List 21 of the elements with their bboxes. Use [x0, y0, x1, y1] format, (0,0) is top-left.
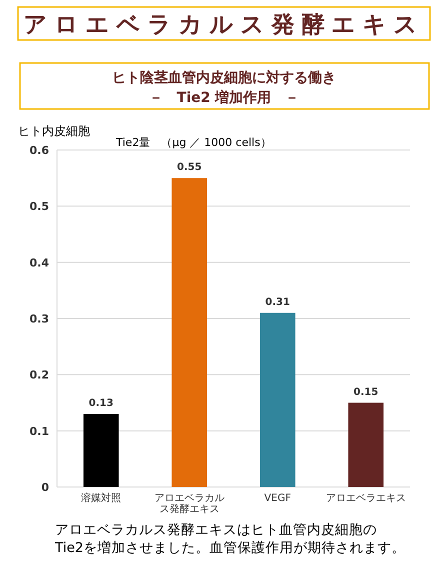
data-label: 0.55 [177, 162, 202, 174]
bar [172, 178, 208, 487]
y-tick-label: 0.2 [30, 368, 49, 382]
bar [348, 402, 384, 487]
y-tick-label: 0 [41, 481, 50, 494]
y-tick-label: 0.3 [30, 312, 49, 326]
y-tick-label: 0.4 [30, 256, 50, 270]
text: アロエベラカルス発酵エキスはヒト血管内皮細胞の Tie2を増加させました。血管保護作用が期待されます。 [54, 522, 406, 556]
bar [260, 312, 296, 487]
chart-subtitle: ヒト陰茎血管内皮細胞に対する働き－ Tie2 増加作用 － [112, 69, 336, 106]
data-label: 0.13 [88, 398, 114, 409]
y-tick-label: 0.1 [30, 424, 49, 438]
data-label: 0.31 [265, 296, 290, 308]
data-label: 0.15 [354, 386, 378, 398]
x-tick-label: アロエベラエキス [326, 493, 406, 504]
bar [83, 414, 119, 487]
chart-title: アロエベラカルス発酵エキス [24, 12, 424, 38]
y-tick-label: 0.5 [30, 200, 49, 214]
x-tick-label: アロエベラカルス発酵エキス [154, 493, 224, 515]
x-tick-label: VEGF [264, 493, 292, 504]
x-tick-label: 溶媒対照 [81, 492, 122, 504]
